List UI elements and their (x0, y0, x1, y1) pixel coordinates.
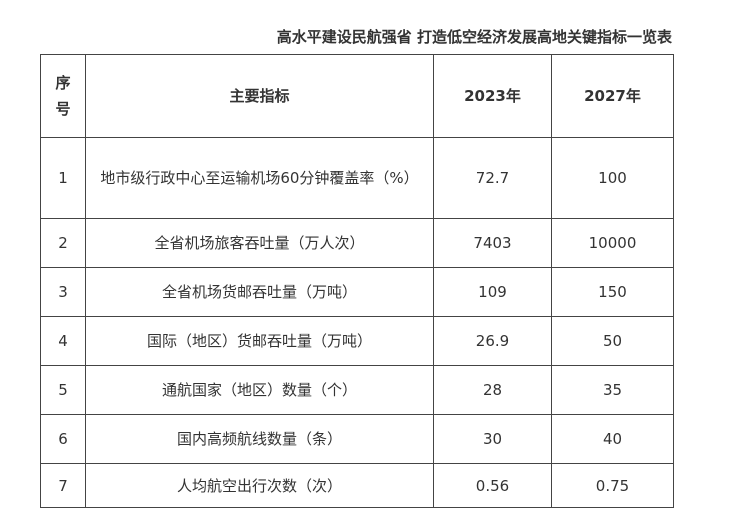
row-indicator: 地市级行政中心至运输机场60分钟覆盖率（%） (85, 137, 434, 219)
table-row: 4 国际（地区）货邮吞吐量（万吨） 26.9 50 (40, 316, 674, 366)
row-value-2027: 40 (551, 414, 674, 464)
column-header-2027: 2027年 (551, 54, 674, 138)
column-header-no-line2: 号 (55, 100, 71, 118)
row-value-2023: 30 (433, 414, 552, 464)
row-number: 2 (40, 218, 86, 268)
table-row: 5 通航国家（地区）数量（个） 28 35 (40, 365, 674, 415)
row-value-2027: 10000 (551, 218, 674, 268)
row-number: 3 (40, 267, 86, 317)
row-value-2023: 28 (433, 365, 552, 415)
column-header-no: 序 号 (40, 54, 86, 138)
table-row: 7 人均航空出行次数（次） 0.56 0.75 (40, 463, 674, 508)
row-number: 6 (40, 414, 86, 464)
table-row: 3 全省机场货邮吞吐量（万吨） 109 150 (40, 267, 674, 317)
row-indicator: 全省机场旅客吞吐量（万人次） (85, 218, 434, 268)
row-number: 4 (40, 316, 86, 366)
row-value-2027: 150 (551, 267, 674, 317)
row-value-2027: 50 (551, 316, 674, 366)
row-value-2027: 0.75 (551, 463, 674, 508)
column-header-no-line1: 序 (55, 74, 71, 92)
row-indicator: 人均航空出行次数（次） (85, 463, 434, 508)
row-indicator: 全省机场货邮吞吐量（万吨） (85, 267, 434, 317)
column-header-indicator: 主要指标 (85, 54, 434, 138)
row-indicator: 通航国家（地区）数量（个） (85, 365, 434, 415)
column-header-2023: 2023年 (433, 54, 552, 138)
row-indicator: 国际（地区）货邮吞吐量（万吨） (85, 316, 434, 366)
table-row: 1 地市级行政中心至运输机场60分钟覆盖率（%） 72.7 100 (40, 137, 674, 219)
row-value-2023: 72.7 (433, 137, 552, 219)
row-value-2023: 26.9 (433, 316, 552, 366)
row-number: 5 (40, 365, 86, 415)
table-row: 6 国内高频航线数量（条） 30 40 (40, 414, 674, 464)
row-value-2027: 35 (551, 365, 674, 415)
table-header-row: 序 号 主要指标 2023年 2027年 (40, 54, 674, 138)
row-number: 7 (40, 463, 86, 508)
row-number: 1 (40, 137, 86, 219)
row-value-2023: 109 (433, 267, 552, 317)
row-indicator: 国内高频航线数量（条） (85, 414, 434, 464)
row-value-2027: 100 (551, 137, 674, 219)
row-value-2023: 0.56 (433, 463, 552, 508)
indicator-table: 序 号 主要指标 2023年 2027年 1 地市级行政中心至运输机场60分钟覆… (40, 54, 674, 508)
table-row: 2 全省机场旅客吞吐量（万人次） 7403 10000 (40, 218, 674, 268)
row-value-2023: 7403 (433, 218, 552, 268)
page-title: 高水平建设民航强省 打造低空经济发展高地关键指标一览表 (276, 28, 672, 46)
